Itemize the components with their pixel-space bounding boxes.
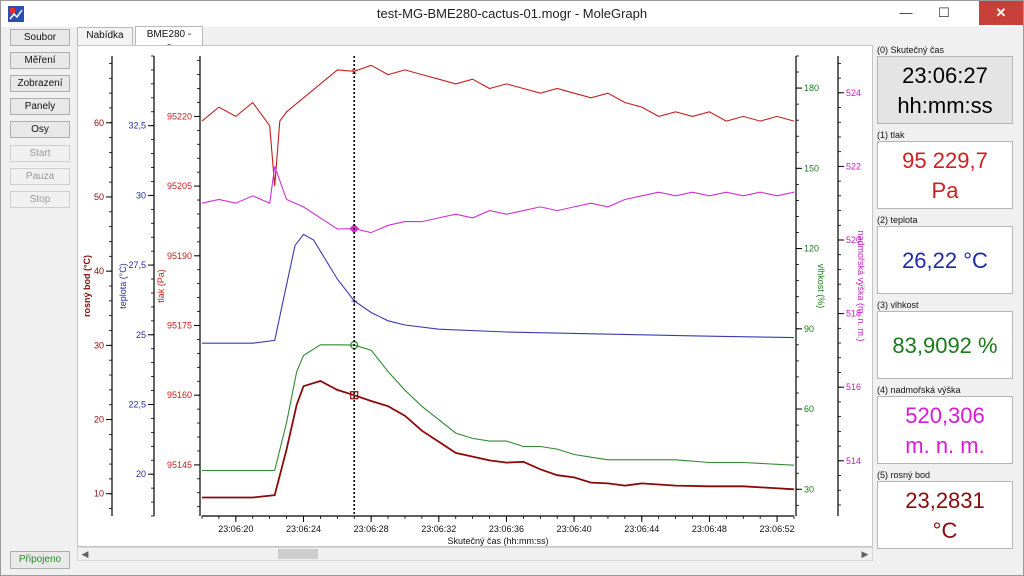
axes-button[interactable]: Osy: [10, 121, 70, 138]
value-box-humidity: 83,9092 %: [877, 311, 1013, 379]
tab-bme280-all[interactable]: BME280 - VŠE: [135, 26, 203, 56]
tick-label-alt: 518: [846, 309, 861, 319]
tick-label-temp: 20: [136, 469, 146, 479]
window-title: test-MG-BME280-cactus-01.mogr - MoleGrap…: [376, 6, 648, 21]
tick-label-hum: 60: [804, 404, 814, 414]
minimize-button[interactable]: —: [899, 5, 913, 20]
tick-label-alt: 514: [846, 456, 861, 466]
value-altitude-unit: m. n. m.: [905, 433, 985, 458]
value-box-temperature: 26,22 °C: [877, 226, 1013, 294]
scroll-left-icon[interactable]: ◀: [81, 549, 89, 559]
cursor-marker-dew: [350, 391, 359, 400]
value-dewpoint-unit: °C: [932, 518, 958, 543]
pause-button[interactable]: Pauza: [10, 168, 70, 185]
tick-label-alt: 522: [846, 161, 861, 171]
value-temperature: 26,22 °C: [902, 248, 988, 273]
x-tick-label: 23:06:32: [421, 524, 456, 534]
series-line-dew: [202, 380, 795, 499]
x-tick-label: 23:06:44: [624, 524, 659, 534]
value-time-unit: hh:mm:ss: [897, 93, 993, 118]
tick-label-alt: 520: [846, 235, 861, 245]
tick-label-press: 95205: [167, 181, 192, 191]
value-dewpoint: 23,2831: [905, 488, 985, 513]
tick-label-dew: 10: [94, 489, 104, 499]
tick-label-dew: 20: [94, 415, 104, 425]
tick-label-press: 95175: [167, 320, 192, 330]
horizontal-scrollbar[interactable]: ◀ ▶: [77, 547, 873, 561]
series-line-press: [201, 64, 795, 187]
axis-label-temp: teplota (°C): [118, 263, 128, 309]
axis-label-dew: rosný bod (°C): [82, 255, 92, 317]
tick-label-press: 95190: [167, 251, 192, 261]
tick-label-dew: 60: [94, 118, 104, 128]
stop-button[interactable]: Stop: [10, 191, 70, 208]
scroll-thumb[interactable]: [278, 549, 318, 559]
tick-label-temp: 25: [136, 330, 146, 340]
value-time: 23:06:27: [902, 63, 988, 88]
tick-label-alt: 524: [846, 88, 861, 98]
scroll-right-icon[interactable]: ▶: [861, 549, 869, 559]
tick-label-temp: 22,5: [128, 399, 146, 409]
tick-label-hum: 120: [804, 244, 819, 254]
tick-label-press: 95145: [167, 460, 192, 470]
axis-label-press: tlak (Pa): [156, 269, 166, 303]
maximize-button[interactable]: ☐: [938, 5, 950, 20]
panels-button[interactable]: Panely: [10, 98, 70, 115]
file-button[interactable]: Soubor: [10, 29, 70, 46]
connection-status: Připojeno: [10, 551, 70, 569]
axis-label-hum: vlhkost (%): [816, 264, 826, 309]
tick-label-alt: 516: [846, 382, 861, 392]
tick-label-dew: 30: [94, 340, 104, 350]
tick-label-temp: 32,5: [128, 121, 146, 131]
x-axis-label: Skutečný čas (hh:mm:ss): [447, 536, 548, 546]
molegraph-logo-icon: [8, 6, 24, 22]
value-title-dewpoint: (5) rosný bod: [877, 470, 931, 480]
x-tick-label: 23:06:24: [286, 524, 321, 534]
tick-label-hum: 30: [804, 484, 814, 494]
value-title-pressure: (1) tlak: [877, 130, 905, 140]
title-bar: test-MG-BME280-cactus-01.mogr - MoleGrap…: [1, 1, 1023, 27]
value-pressure: 95 229,7: [902, 148, 988, 173]
value-title-time: (0) Skutečný čas: [877, 45, 945, 55]
value-box-pressure: 95 229,7 Pa: [877, 141, 1013, 209]
tick-label-hum: 180: [804, 83, 819, 93]
tick-label-press: 95220: [167, 111, 192, 121]
x-tick-label: 23:06:52: [760, 524, 795, 534]
value-box-dewpoint: 23,2831 °C: [877, 481, 1013, 549]
chart-area[interactable]: 10 20 30 40 50 60 rosný bod (°C) 20 22,5 25 27,5 30…: [77, 45, 873, 547]
value-title-temperature: (2) teplota: [877, 215, 918, 225]
value-box-time: 23:06:27 hh:mm:ss: [877, 56, 1013, 124]
axis-label-alt: nadmořská výška (m. n. m.): [856, 230, 866, 341]
measurement-button[interactable]: Měření: [10, 52, 70, 69]
x-tick-label: 23:06:28: [354, 524, 389, 534]
tick-label-hum: 150: [804, 163, 819, 173]
value-humidity: 83,9092 %: [892, 333, 998, 358]
tick-label-hum: 90: [804, 324, 814, 334]
x-tick-label: 23:06:36: [489, 524, 524, 534]
x-tick-label: 23:06:48: [692, 524, 727, 534]
value-panel: (0) Skutečný čas 23:06:27 hh:mm:ss (1) t…: [877, 45, 1017, 551]
close-button[interactable]: ✕: [979, 1, 1023, 25]
series-line-alt: [201, 166, 795, 234]
control-panel: Soubor Měření Zobrazení Panely Osy Start…: [7, 29, 71, 569]
value-title-altitude: (4) nadmořská výška: [877, 385, 961, 395]
tick-label-dew: 50: [94, 192, 104, 202]
view-button[interactable]: Zobrazení: [10, 75, 70, 92]
tick-label-temp: 30: [136, 190, 146, 200]
value-pressure-unit: Pa: [931, 178, 959, 203]
value-title-humidity: (3) vlhkost: [877, 300, 919, 310]
value-box-altitude: 520,306 m. n. m.: [877, 396, 1013, 464]
tick-label-press: 95160: [167, 390, 192, 400]
tick-label-temp: 27,5: [128, 260, 146, 270]
value-altitude: 520,306: [905, 403, 985, 428]
x-tick-label: 23:06:40: [557, 524, 592, 534]
tab-menu[interactable]: Nabídka: [77, 27, 133, 45]
start-button[interactable]: Start: [10, 145, 70, 162]
series-line-hum: [202, 344, 795, 472]
tick-label-dew: 40: [94, 266, 104, 276]
line-chart[interactable]: 10 20 30 40 50 60 rosný bod (°C) 20 22,5 25 27,5 30…: [78, 46, 874, 548]
series-line-temp: [202, 233, 795, 344]
x-tick-label: 23:06:20: [218, 524, 253, 534]
